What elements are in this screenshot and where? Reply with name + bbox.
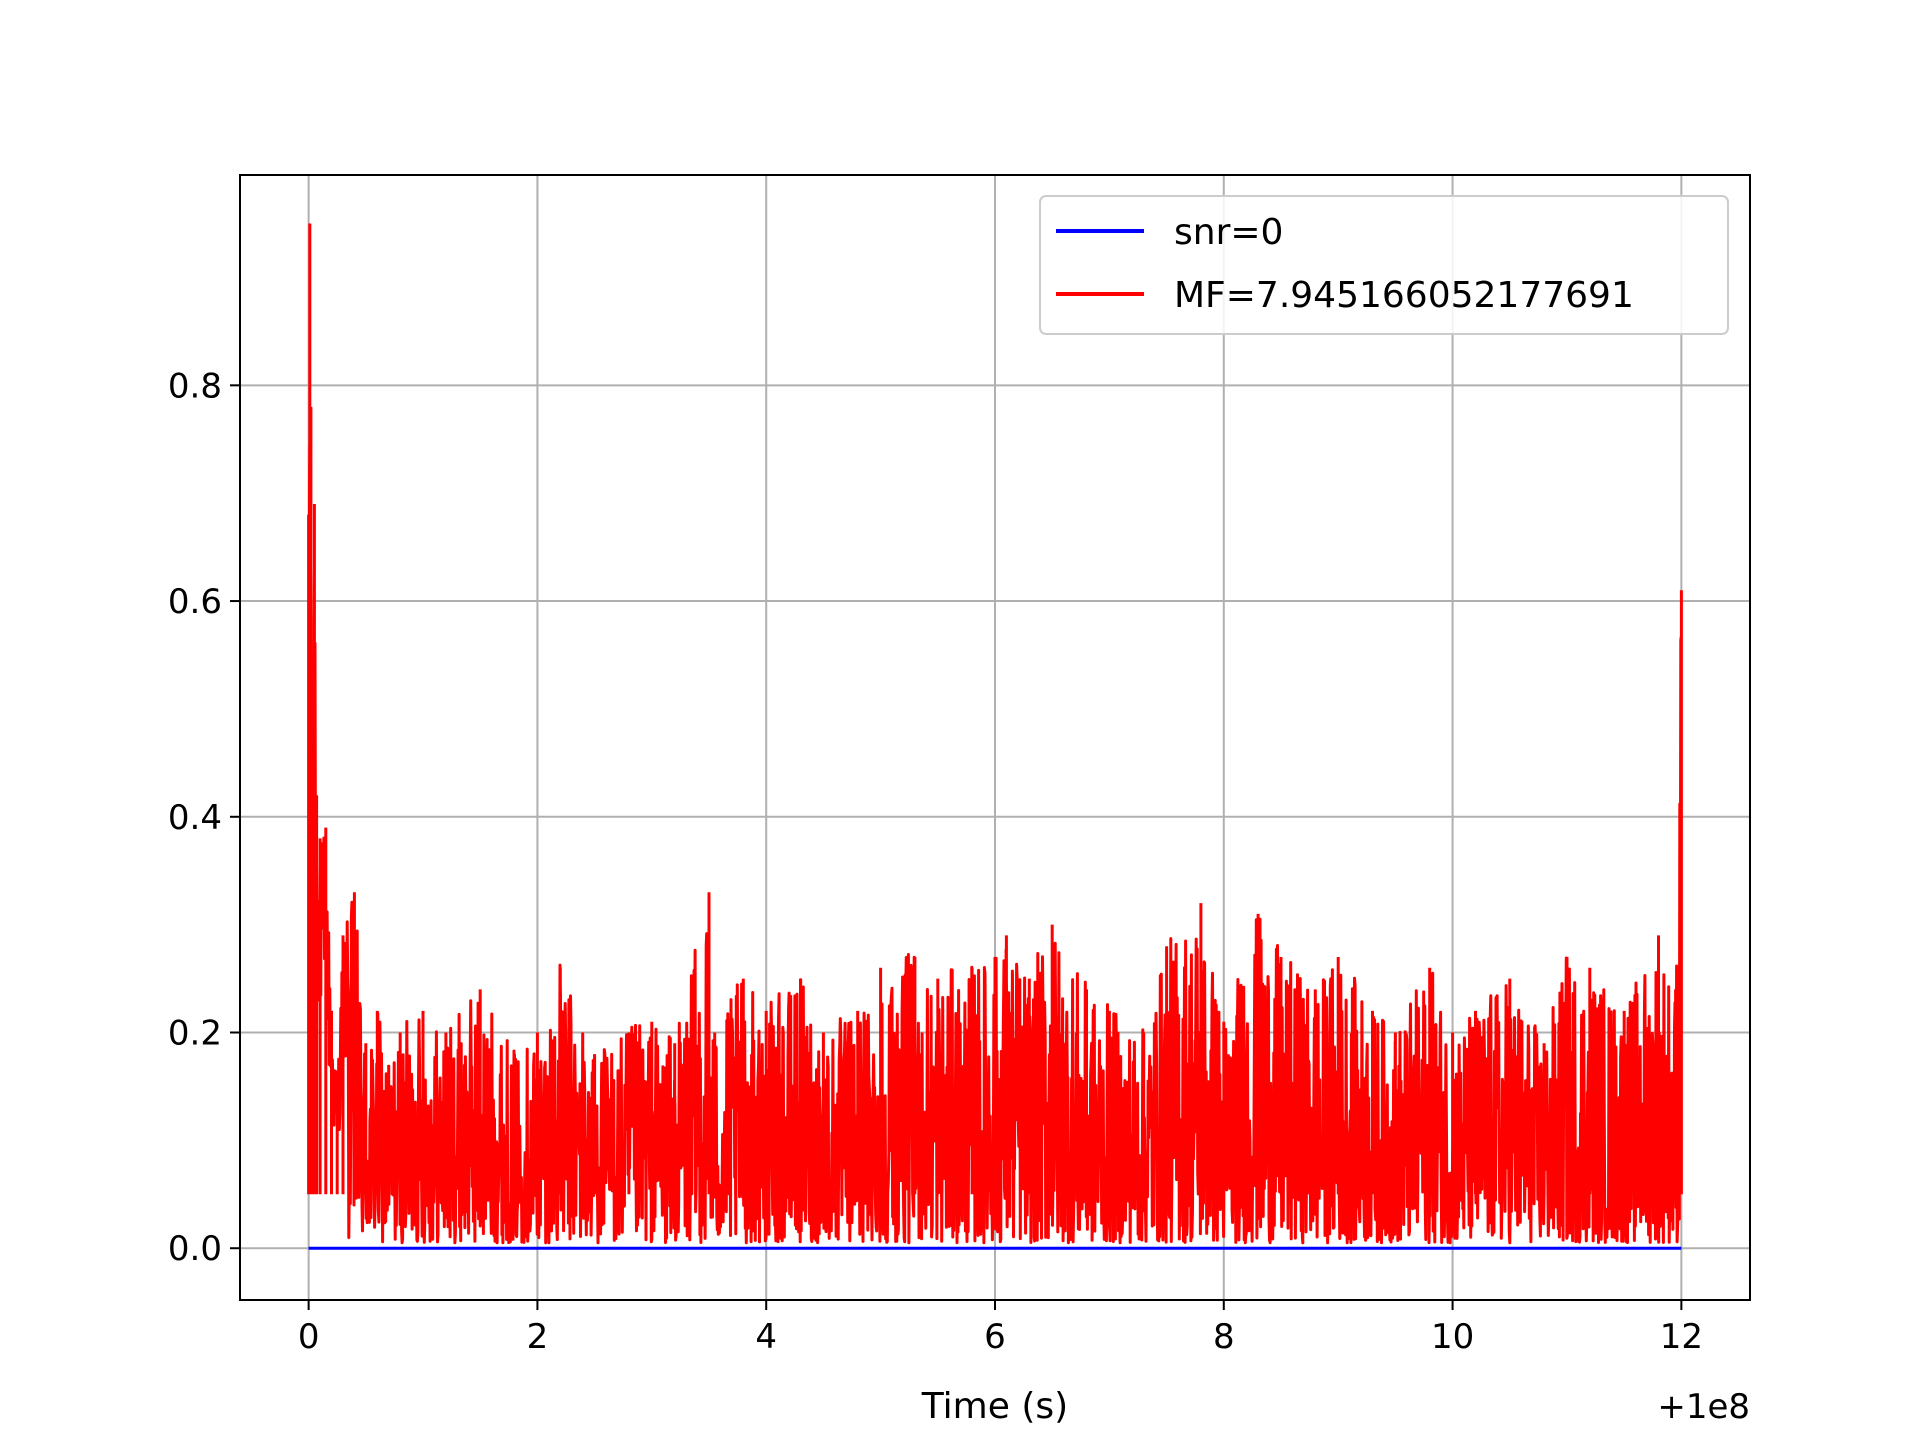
y-tick-label: 0.6	[168, 582, 222, 622]
series-line-mf	[307, 223, 1683, 1245]
axis-ticks: 0 2 4 6 8 10 12 0.0 0.2 0.4 0.6 0.8	[168, 366, 1703, 1357]
series-lines	[307, 223, 1683, 1250]
x-axis-label: Time (s)	[921, 1386, 1068, 1427]
x-tick-label: 10	[1431, 1317, 1474, 1357]
x-tick-label: 6	[984, 1317, 1006, 1357]
legend: snr=0 MF=7.945166052177691	[1039, 195, 1729, 335]
legend-box	[1039, 195, 1729, 335]
x-tick-label: 4	[755, 1317, 777, 1357]
y-tick-label: 0.8	[168, 366, 222, 406]
x-tick-label: 8	[1213, 1317, 1235, 1357]
y-tick-label: 0.2	[168, 1014, 222, 1054]
x-tick-label: 12	[1660, 1317, 1703, 1357]
x-tick-label: 2	[527, 1317, 549, 1357]
x-tick-label: 0	[298, 1317, 320, 1357]
y-tick-label: 0.4	[168, 798, 222, 838]
y-tick-label: 0.0	[168, 1229, 222, 1269]
legend-entry-label: MF=7.945166052177691	[1174, 275, 1634, 316]
x-axis-offset-label: +1e8	[1657, 1387, 1750, 1427]
legend-entry-label: snr=0	[1174, 212, 1283, 253]
